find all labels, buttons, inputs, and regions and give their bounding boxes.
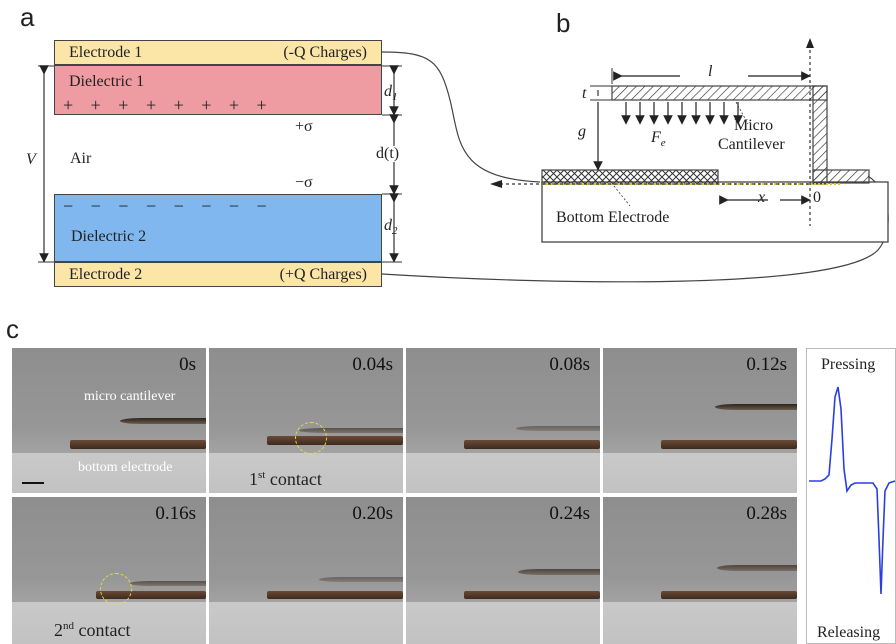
frame-2-time: 0.08s <box>549 354 590 375</box>
releasing-label: Releasing <box>817 624 881 641</box>
voltage-label: V <box>26 151 36 168</box>
thickness-label: t <box>582 85 587 102</box>
dielectric-1: Dielectric 1 + + + + + + + + <box>54 65 382 115</box>
frame-5: 0.20s <box>209 497 403 644</box>
first-contact-number: 1 <box>249 469 258 489</box>
first-contact-superscript: st <box>258 469 266 481</box>
sigma-plus-label: +σ <box>295 118 313 135</box>
pressing-label: Pressing <box>821 356 876 373</box>
dt-label: d(t) <box>374 145 402 162</box>
gap-label: g <box>578 123 586 140</box>
dielectric-2-label: Dielectric 2 <box>71 228 147 245</box>
x-label: x <box>758 189 766 206</box>
frame-3-time: 0.12s <box>746 354 787 375</box>
panel-b-letter: b <box>556 8 571 38</box>
cantilever-diagram <box>490 38 889 243</box>
force-subscript: e <box>660 137 666 150</box>
dielectric-1-label: Dielectric 1 <box>69 73 145 90</box>
signal-panel: Pressing Releasing <box>806 348 896 644</box>
frame-6: 0.24s <box>406 497 600 644</box>
scale-bar <box>22 482 44 484</box>
contact-circle-2 <box>100 573 132 605</box>
origin-label: 0 <box>813 189 821 206</box>
force-symbol: F <box>651 129 661 146</box>
frame-3: 0.12s <box>603 348 797 493</box>
d2-subscript: 2 <box>392 225 398 238</box>
electrode-1: Electrode 1 (-Q Charges) <box>54 40 382 65</box>
d1-label: d1 <box>384 84 398 103</box>
d1-subscript: 1 <box>392 91 398 104</box>
force-label: Fe <box>651 130 666 149</box>
electrode-2-charge: (+Q Charges) <box>279 266 367 283</box>
frame-4-time: 0.16s <box>155 503 196 524</box>
frame-0-time: 0s <box>179 354 196 375</box>
frame-2: 0.08s <box>406 348 600 493</box>
panel-c-letter: c <box>6 314 19 344</box>
electrode-2: Electrode 2 (+Q Charges) <box>54 262 382 287</box>
frame-5-time: 0.20s <box>352 503 393 524</box>
second-contact-word: contact <box>78 620 131 640</box>
contact-circle-1 <box>295 422 327 454</box>
dielectric-2: − − − − − − − − Dielectric 2 <box>54 194 382 262</box>
bottom-electrode-label: Bottom Electrode <box>556 209 670 226</box>
electrode-2-label: Electrode 2 <box>69 266 143 283</box>
electrode-1-label: Electrode 1 <box>69 44 143 61</box>
first-contact-word: contact <box>269 469 322 489</box>
panel-a-letter: a <box>20 2 35 32</box>
air-label: Air <box>70 150 92 167</box>
second-contact-superscript: nd <box>63 620 74 632</box>
first-contact-label: 1st contact <box>249 469 322 489</box>
d2-label: d2 <box>384 218 398 237</box>
d1-symbol: d <box>384 83 392 100</box>
sigma-minus-label: −σ <box>295 174 313 191</box>
frame-0: 0s micro cantilever bottom electrode <box>12 348 206 493</box>
frame-1-time: 0.04s <box>352 354 393 375</box>
cantilever-label: Cantilever <box>718 136 785 153</box>
frame-7-time: 0.28s <box>746 503 787 524</box>
d2-symbol: d <box>384 217 392 234</box>
frame-4: 0.16s 2nd contact <box>12 497 206 644</box>
micro-cantilever-label: micro cantilever <box>84 389 176 404</box>
frame-7: 0.28s <box>603 497 797 644</box>
micro-label: Micro <box>734 117 774 134</box>
second-contact-number: 2 <box>54 620 63 640</box>
second-contact-label: 2nd contact <box>54 620 131 640</box>
bottom-electrode-photo-label: bottom electrode <box>78 460 173 475</box>
signal-trace <box>809 386 896 595</box>
frame-6-time: 0.24s <box>549 503 590 524</box>
electrode-1-charge: (-Q Charges) <box>283 44 367 61</box>
positive-charges: + + + + + + + + <box>63 95 268 115</box>
length-label: l <box>708 63 713 80</box>
negative-charges: − − − − − − − − <box>63 196 268 216</box>
frame-1: 0.04s 1st contact <box>209 348 403 493</box>
